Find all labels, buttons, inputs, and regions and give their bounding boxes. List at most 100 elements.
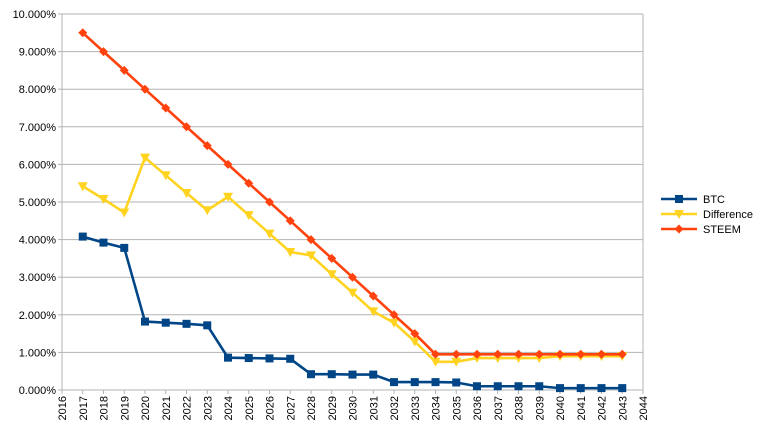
y-tick-label: 6.000% <box>19 159 57 171</box>
x-tick-label: 2032 <box>389 396 401 420</box>
series-steem-line <box>81 31 623 356</box>
series-steem-point <box>597 349 606 359</box>
series-steem-point <box>119 65 129 75</box>
series-steem <box>78 28 627 359</box>
series-difference-point <box>368 307 379 317</box>
x-tick-label: 2029 <box>327 396 339 420</box>
x-tick-label: 2034 <box>431 396 443 420</box>
series-difference-point <box>347 288 358 298</box>
series-difference <box>77 153 628 367</box>
x-tick-label: 2041 <box>576 396 588 420</box>
y-tick-label: 8.000% <box>19 84 57 96</box>
series-steem-point <box>223 159 233 169</box>
series-difference-point <box>389 318 399 328</box>
series-steem-point <box>617 349 627 359</box>
series-steem-point <box>140 84 150 94</box>
series-steem-point <box>99 47 108 57</box>
y-tick-label: 4.000% <box>19 235 57 247</box>
series-difference-point <box>243 211 254 221</box>
legend-item-steem: STEEM <box>661 224 741 236</box>
legend-swatch-point <box>674 224 684 234</box>
series-btc-point <box>576 384 585 393</box>
series-difference-line <box>82 156 623 364</box>
y-tick-label: 1.000% <box>19 347 57 359</box>
series-btc-point <box>99 238 108 247</box>
y-tick-label: 7.000% <box>19 122 57 134</box>
series-btc-point <box>244 354 253 363</box>
x-tick-label: 2030 <box>348 396 360 420</box>
series-steem-point <box>161 103 171 113</box>
y-tick-label: 10.000% <box>13 9 57 21</box>
x-tick-label: 2042 <box>597 396 609 420</box>
y-axis-tick-labels: 0.000% 1.000% 2.000% 3.000% 4.000% 5.000% 6.00… <box>13 9 57 397</box>
x-tick-label: 2035 <box>451 396 463 420</box>
legend-item-btc: BTC <box>661 194 725 206</box>
x-tick-label: 2028 <box>306 396 318 420</box>
legend-label: BTC <box>703 194 725 206</box>
series-difference-point <box>451 357 462 367</box>
x-axis-tick-labels: 2016 2017 2018 2019 2020 2021 2022 2023 2024 2025… <box>57 396 650 420</box>
x-tick-label: 2033 <box>410 396 422 420</box>
series-steem-point <box>493 349 503 359</box>
series-steem-point <box>389 310 399 320</box>
series-difference-point <box>119 208 130 218</box>
y-tick-label: 0.000% <box>19 385 57 397</box>
x-tick-label: 2039 <box>534 396 546 420</box>
x-tick-label: 2031 <box>368 396 380 420</box>
series-btc-point <box>369 370 378 379</box>
series-steem-point <box>306 235 316 245</box>
series-difference-point <box>181 188 192 198</box>
x-tick-label: 2022 <box>182 396 194 420</box>
series-btc-point <box>182 319 191 328</box>
legend-item-difference: Difference <box>661 209 753 221</box>
x-tick-label: 2040 <box>555 396 567 420</box>
series-difference-point <box>430 357 441 367</box>
series-btc-point <box>307 370 315 379</box>
series-steem-point <box>514 349 523 359</box>
series-btc-point <box>431 378 440 387</box>
series-steem-point <box>327 253 337 263</box>
series-steem-point <box>202 141 212 151</box>
series-steem-point <box>265 197 274 207</box>
y-tick-label: 9.000% <box>19 47 57 59</box>
x-tick-label: 2026 <box>265 396 277 420</box>
x-tick-label: 2024 <box>223 396 235 420</box>
legend-swatch-point <box>674 210 684 219</box>
series-difference-point <box>306 251 316 261</box>
x-tick-label: 2025 <box>244 396 256 420</box>
series-steem-point <box>576 349 586 359</box>
x-tick-label: 2020 <box>140 396 152 420</box>
series-btc <box>78 232 627 393</box>
gridlines <box>62 13 643 391</box>
series-steem-point <box>348 272 357 282</box>
series-difference-point <box>140 153 150 163</box>
series-difference-point <box>409 337 420 347</box>
series-steem-point <box>451 349 461 359</box>
series-steem-point <box>472 349 482 359</box>
series-btc-point <box>348 370 357 379</box>
series-steem-point <box>285 216 295 226</box>
series-btc-point <box>78 232 87 241</box>
series-btc-point <box>556 384 564 393</box>
series-btc-point <box>618 384 627 393</box>
series-btc-point <box>286 354 295 363</box>
series-steem-point <box>368 291 378 301</box>
x-tick-label: 2019 <box>119 396 131 420</box>
axes <box>58 13 644 394</box>
series-btc-point <box>535 382 544 391</box>
x-tick-label: 2043 <box>617 396 629 420</box>
series-btc-point <box>161 318 170 327</box>
series-steem-point <box>534 349 544 359</box>
x-tick-label: 2018 <box>99 396 111 420</box>
series-difference-point <box>77 182 88 192</box>
x-tick-label: 2037 <box>493 396 505 420</box>
x-tick-label: 2036 <box>472 396 484 420</box>
series-btc-point <box>265 354 274 363</box>
x-tick-label: 2021 <box>161 396 173 420</box>
series-difference-point <box>202 206 213 216</box>
series-btc-point <box>473 382 481 391</box>
series-btc-line <box>82 235 623 390</box>
series-difference-point <box>285 248 296 258</box>
